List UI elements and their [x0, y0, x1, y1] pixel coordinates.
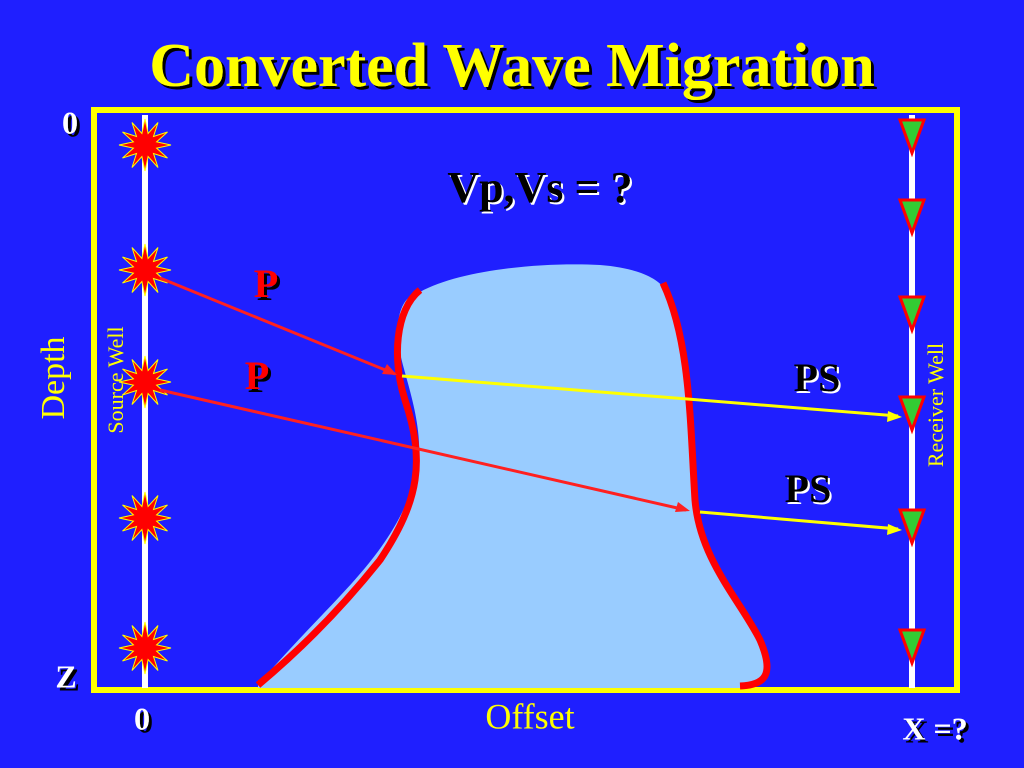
- source-star: [118, 355, 172, 409]
- sources: [118, 118, 172, 675]
- rays: [159, 276, 902, 535]
- offset-end: X =?: [902, 710, 967, 746]
- ps-label: PS: [794, 355, 841, 400]
- receiver-well-label: Receiver Well: [923, 343, 948, 467]
- source-well-label: Source Well: [103, 326, 128, 433]
- salt-boundary-right: [659, 281, 771, 690]
- source-star: [118, 118, 172, 172]
- arrowhead: [382, 364, 397, 375]
- depth-top: 0: [62, 104, 78, 140]
- p-ray: [159, 388, 687, 512]
- offset-origin: 0: [134, 700, 150, 736]
- title: Converted Wave Migration: [149, 32, 875, 100]
- salt-boundary-left: [255, 287, 423, 688]
- depth-bottom: Z: [55, 658, 76, 694]
- velocity-label: Vp,Vs = ?: [447, 163, 632, 212]
- ps-ray: [699, 510, 899, 531]
- offset-label: Offset: [485, 696, 574, 736]
- receiver-triangle: [897, 628, 927, 668]
- source-star: [118, 491, 172, 545]
- ps-ray: [401, 374, 899, 418]
- p-label: P: [245, 353, 269, 398]
- source-star: [118, 243, 172, 297]
- salt-body: [258, 264, 768, 689]
- arrowhead: [887, 524, 902, 535]
- receiver-triangle: [897, 198, 927, 238]
- ps-label: PS: [785, 466, 832, 511]
- receiver-triangle: [897, 118, 927, 158]
- p-label: P: [254, 261, 278, 306]
- receiver-triangle: [897, 295, 927, 335]
- receiver-triangle: [897, 395, 927, 435]
- source-star: [118, 621, 172, 675]
- receiver-triangle: [897, 508, 927, 548]
- p-ray: [159, 276, 396, 376]
- frame: [91, 107, 960, 693]
- arrowhead: [887, 411, 902, 422]
- depth-label: Depth: [35, 336, 72, 419]
- receivers: [897, 118, 927, 668]
- arrowhead: [675, 502, 690, 512]
